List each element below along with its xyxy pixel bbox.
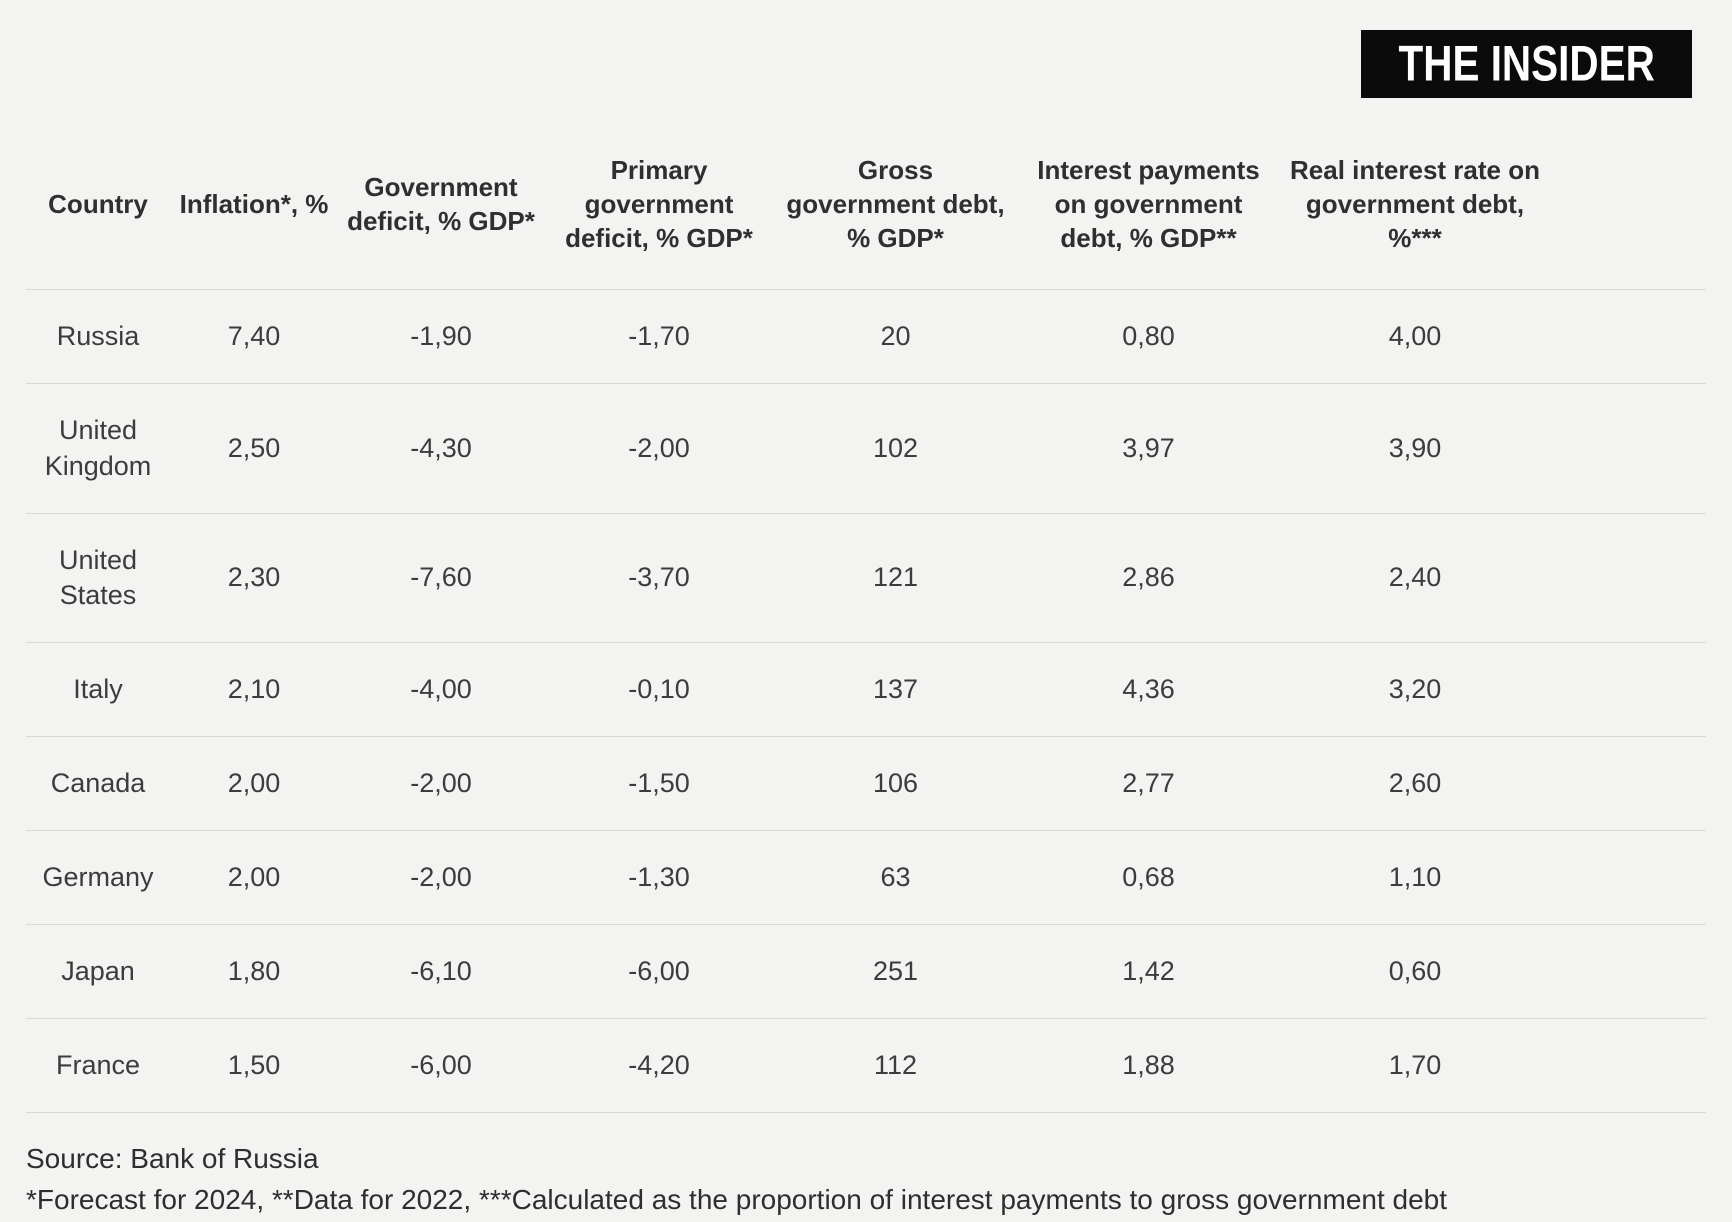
filler-cell <box>1550 1018 1706 1114</box>
value-cell: 0,60 <box>1280 924 1550 1020</box>
value-cell: -3,70 <box>544 513 774 643</box>
header-cell-3: Primary government deficit, % GDP* <box>544 120 774 291</box>
the-insider-logo: THE INSIDER <box>1360 30 1692 98</box>
value-cell: 2,10 <box>170 642 338 737</box>
value-cell: -1,50 <box>544 736 774 832</box>
header-cell-5: Interest payments on government debt, % … <box>1017 120 1280 291</box>
filler-cell <box>1550 642 1706 737</box>
footer: Source: Bank of Russia *Forecast for 202… <box>26 1139 1706 1220</box>
value-cell: 112 <box>774 1018 1017 1114</box>
country-cell: Russia <box>26 289 170 385</box>
value-cell: 2,60 <box>1280 736 1550 832</box>
value-cell: 7,40 <box>170 289 338 385</box>
value-cell: -2,00 <box>338 736 544 832</box>
value-cell: 251 <box>774 924 1017 1020</box>
value-cell: -1,30 <box>544 830 774 926</box>
value-cell: -6,00 <box>544 924 774 1020</box>
value-cell: 1,50 <box>170 1018 338 1114</box>
value-cell: 2,00 <box>170 736 338 832</box>
logo-bar: THE INSIDER <box>26 0 1706 98</box>
filler-cell <box>1550 383 1706 514</box>
value-cell: 1,42 <box>1017 924 1280 1020</box>
header-row: Country Inflation*, % Government deficit, … <box>26 120 1706 291</box>
value-cell: 63 <box>774 830 1017 926</box>
value-cell: 20 <box>774 289 1017 385</box>
value-cell: 3,20 <box>1280 642 1550 737</box>
filler-cell <box>1550 513 1706 643</box>
value-cell: 2,00 <box>170 830 338 926</box>
filler-cell <box>1550 289 1706 385</box>
value-cell: -4,30 <box>338 383 544 514</box>
value-cell: 1,80 <box>170 924 338 1020</box>
value-cell: -0,10 <box>544 642 774 737</box>
value-cell: -7,60 <box>338 513 544 643</box>
country-cell: Germany <box>26 830 170 926</box>
table-row: United States 2,30 -7,60 -3,70 121 2,86 2,40 <box>26 513 1706 643</box>
table-row: Germany 2,00 -2,00 -1,30 63 0,68 1,10 <box>26 830 1706 926</box>
value-cell: 0,68 <box>1017 830 1280 926</box>
value-cell: 102 <box>774 383 1017 514</box>
value-cell: 137 <box>774 642 1017 737</box>
country-cell: Japan <box>26 924 170 1020</box>
table-row: Russia 7,40 -1,90 -1,70 20 0,80 4,00 <box>26 289 1706 385</box>
filler-cell <box>1550 924 1706 1020</box>
table-row: Italy 2,10 -4,00 -0,10 137 4,36 3,20 <box>26 642 1706 737</box>
value-cell: 2,77 <box>1017 736 1280 832</box>
country-cell: Italy <box>26 642 170 737</box>
value-cell: 2,30 <box>170 513 338 643</box>
value-cell: -6,10 <box>338 924 544 1020</box>
value-cell: 0,80 <box>1017 289 1280 385</box>
value-cell: 1,70 <box>1280 1018 1550 1114</box>
value-cell: 1,10 <box>1280 830 1550 926</box>
header-cell-filler <box>1550 120 1706 291</box>
header-cell-1: Inflation*, % <box>170 120 338 291</box>
value-cell: 4,36 <box>1017 642 1280 737</box>
economic-data-table: Country Inflation*, % Government deficit, … <box>26 120 1706 1114</box>
value-cell: 1,88 <box>1017 1018 1280 1114</box>
country-cell: United Kingdom <box>26 383 170 514</box>
value-cell: -2,00 <box>338 830 544 926</box>
notes-line: *Forecast for 2024, **Data for 2022, ***… <box>26 1183 1448 1215</box>
header-cell-4: Gross government debt, % GDP* <box>774 120 1017 291</box>
value-cell: -4,20 <box>544 1018 774 1114</box>
value-cell: -6,00 <box>338 1018 544 1114</box>
value-cell: 2,40 <box>1280 513 1550 643</box>
country-cell: Canada <box>26 736 170 832</box>
country-cell: France <box>26 1018 170 1114</box>
header-cell-2: Government deficit, % GDP* <box>338 120 544 291</box>
country-cell: United States <box>26 513 170 643</box>
table-row: Japan 1,80 -6,10 -6,00 251 1,42 0,60 <box>26 924 1706 1020</box>
logo-text: THE INSIDER <box>1398 34 1655 92</box>
source-line: Source: Bank of Russia <box>26 1143 319 1175</box>
header-cell-6: Real interest rate on government debt, %… <box>1280 120 1550 291</box>
header-cell-0: Country <box>26 120 170 291</box>
value-cell: 3,90 <box>1280 383 1550 514</box>
table-header: Country Inflation*, % Government deficit, … <box>26 120 1706 291</box>
table-body: Russia 7,40 -1,90 -1,70 20 0,80 4,00 United Kin… <box>26 289 1706 1114</box>
filler-cell <box>1550 830 1706 926</box>
table-row: Canada 2,00 -2,00 -1,50 106 2,77 2,60 <box>26 736 1706 832</box>
table-row: France 1,50 -6,00 -4,20 112 1,88 1,70 <box>26 1018 1706 1114</box>
filler-cell <box>1550 736 1706 832</box>
value-cell: -4,00 <box>338 642 544 737</box>
value-cell: -1,90 <box>338 289 544 385</box>
value-cell: -1,70 <box>544 289 774 385</box>
value-cell: 4,00 <box>1280 289 1550 385</box>
value-cell: -2,00 <box>544 383 774 514</box>
table-row: United Kingdom 2,50 -4,30 -2,00 102 3,97 3,90 <box>26 383 1706 514</box>
value-cell: 2,50 <box>170 383 338 514</box>
value-cell: 106 <box>774 736 1017 832</box>
value-cell: 2,86 <box>1017 513 1280 643</box>
value-cell: 3,97 <box>1017 383 1280 514</box>
value-cell: 121 <box>774 513 1017 643</box>
